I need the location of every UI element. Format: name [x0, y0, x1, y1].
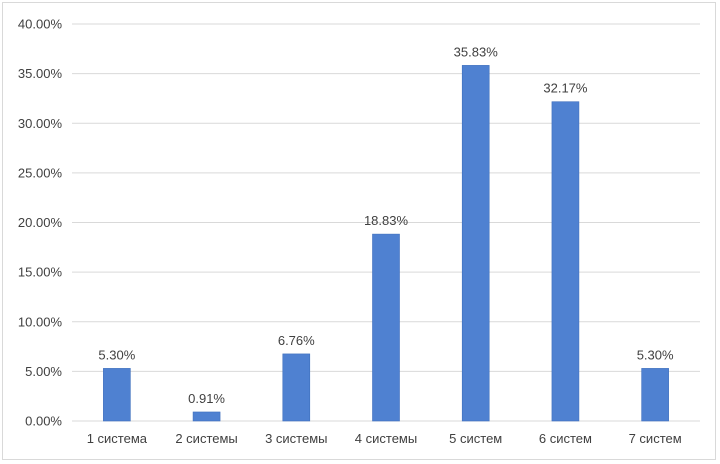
y-tick-label: 40.00% [18, 17, 63, 32]
y-tick-label: 35.00% [18, 66, 63, 81]
y-tick-label: 20.00% [18, 215, 63, 230]
bar [551, 101, 580, 422]
x-category-label: 7 систем [629, 431, 682, 446]
bar [641, 368, 669, 422]
data-label: 32.17% [543, 81, 588, 96]
y-tick-label: 5.00% [25, 364, 62, 379]
x-category-label: 1 система [87, 431, 148, 446]
data-label: 0.91% [188, 391, 225, 406]
y-tick-label: 10.00% [18, 314, 63, 329]
bar [103, 368, 131, 422]
y-tick-label: 15.00% [18, 265, 63, 280]
data-label: 5.30% [637, 347, 674, 362]
bar [282, 353, 311, 422]
y-tick-label: 25.00% [18, 165, 63, 180]
x-category-label: 6 систем [539, 431, 592, 446]
x-category-label: 5 систем [449, 431, 502, 446]
x-category-label: 2 системы [175, 431, 237, 446]
x-category-label: 4 системы [355, 431, 417, 446]
y-tick-label: 0.00% [25, 414, 62, 429]
data-label: 6.76% [278, 333, 315, 348]
data-label: 35.83% [454, 44, 499, 59]
y-tick-label: 30.00% [18, 116, 63, 131]
data-label: 5.30% [98, 347, 135, 362]
x-category-label: 3 системы [265, 431, 327, 446]
data-label: 18.83% [364, 213, 409, 228]
bar [192, 411, 221, 422]
bar [461, 65, 490, 422]
bar [372, 233, 400, 422]
